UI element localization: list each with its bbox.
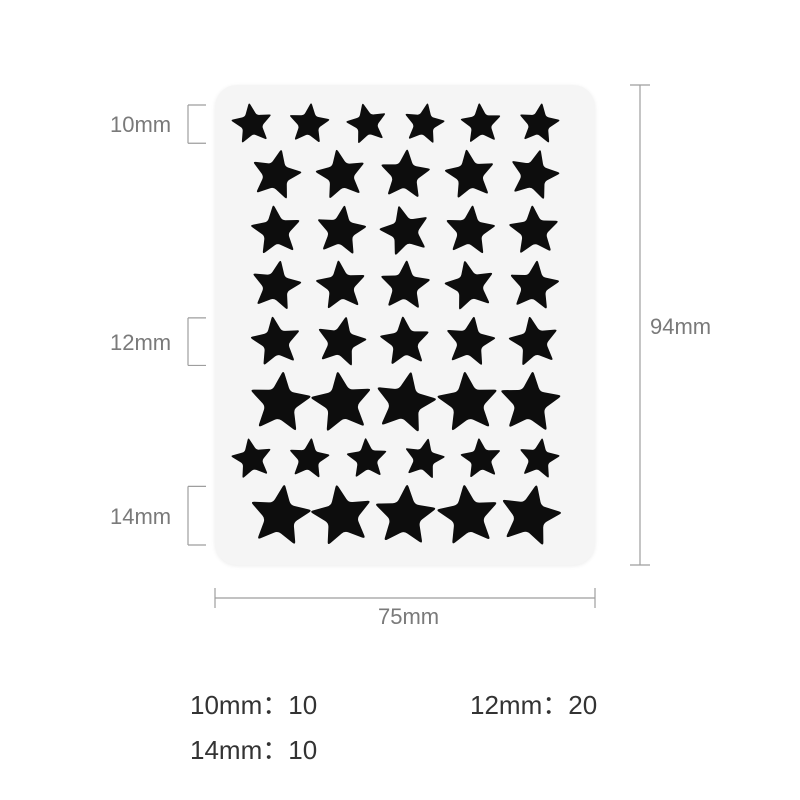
- star-14mm: [435, 370, 501, 436]
- star-14mm: [372, 370, 438, 436]
- star-10mm: [459, 437, 503, 481]
- star-10mm: [345, 102, 389, 146]
- star-10mm: [345, 437, 389, 481]
- sheet-width-label: 75mm: [378, 604, 439, 630]
- star-12mm: [378, 204, 432, 258]
- legend-14mm: 14mm：10: [190, 730, 317, 767]
- star-12mm: [443, 204, 497, 258]
- star-10mm: [517, 102, 561, 146]
- star-12mm: [443, 148, 497, 202]
- star-12mm: [378, 259, 432, 313]
- star-10mm: [459, 102, 503, 146]
- star-12mm: [314, 204, 368, 258]
- legend-12mm: 12mm：20: [470, 685, 597, 722]
- star-12mm: [314, 315, 368, 369]
- star-12mm: [314, 259, 368, 313]
- star-12mm: [378, 315, 432, 369]
- row-size-label-14: 14mm: [110, 504, 171, 530]
- legend-10mm: 10mm：10: [190, 685, 317, 722]
- star-12mm: [443, 259, 497, 313]
- star-14mm: [309, 483, 375, 549]
- star-14mm: [247, 370, 313, 436]
- row-size-label-10: 10mm: [110, 112, 171, 138]
- star-14mm: [497, 483, 563, 549]
- star-12mm: [378, 148, 432, 202]
- star-12mm: [249, 204, 303, 258]
- star-12mm: [507, 259, 561, 313]
- star-10mm: [517, 437, 561, 481]
- star-14mm: [497, 370, 563, 436]
- star-10mm: [287, 437, 331, 481]
- diagram-stage: 75mm 94mm 10mm 12mm 14mm 10mm：10 12mm：20…: [0, 0, 800, 800]
- star-14mm: [372, 483, 438, 549]
- star-12mm: [507, 204, 561, 258]
- star-14mm: [247, 483, 313, 549]
- star-12mm: [249, 148, 303, 202]
- row-size-label-12: 12mm: [110, 330, 171, 356]
- star-10mm: [402, 102, 446, 146]
- star-10mm: [287, 102, 331, 146]
- sheet-height-label: 94mm: [650, 314, 711, 340]
- star-12mm: [507, 148, 561, 202]
- star-12mm: [249, 315, 303, 369]
- star-10mm: [230, 437, 274, 481]
- star-14mm: [309, 370, 375, 436]
- star-10mm: [402, 437, 446, 481]
- star-12mm: [443, 315, 497, 369]
- star-10mm: [230, 102, 274, 146]
- star-12mm: [314, 148, 368, 202]
- star-12mm: [507, 315, 561, 369]
- star-12mm: [249, 259, 303, 313]
